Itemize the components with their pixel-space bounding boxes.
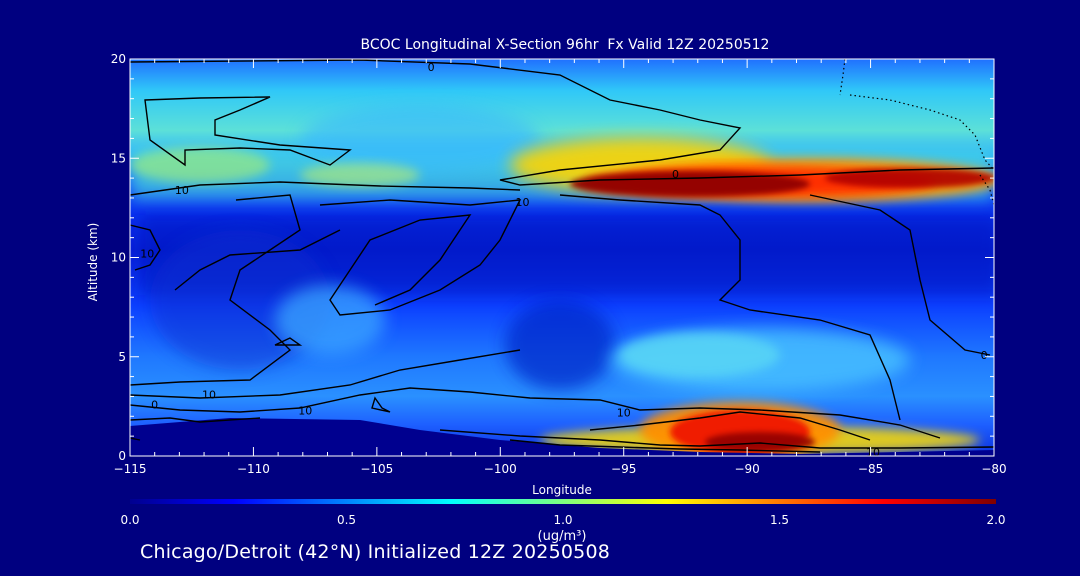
y-axis-label: Altitude (km) <box>86 223 100 302</box>
heatmap-field <box>130 59 994 456</box>
colorbar <box>130 499 996 504</box>
footer-caption: Chicago/Detroit (42°N) Initialized 12Z 2… <box>140 541 611 563</box>
colorbar-ticks: 0.0 0.5 1.0 1.5 2.0 <box>120 513 1005 527</box>
contour-label: 10 <box>298 404 312 417</box>
x-tick-label: −115 <box>114 462 147 476</box>
x-tick-label: −85 <box>858 462 883 476</box>
contour-label: 10 <box>140 248 154 261</box>
y-axis-ticks: 0 5 10 15 20 <box>111 52 994 463</box>
y-tick-label: 20 <box>111 52 126 66</box>
x-tick-label: −100 <box>484 462 517 476</box>
dotted-contours <box>839 59 994 206</box>
x-tick-label: −90 <box>734 462 759 476</box>
contour-label: 0 <box>428 61 435 74</box>
colorbar-tick-label: 0.5 <box>337 513 356 527</box>
colorbar-unit-label: (ug/m³) <box>538 529 587 544</box>
colorbar-tick-label: 1.0 <box>553 513 572 527</box>
x-tick-label: −105 <box>360 462 393 476</box>
y-tick-label: 10 <box>111 251 126 265</box>
x-tick-label: −80 <box>981 462 1006 476</box>
chart-title: BCOC Longitudinal X-Section 96hr Fx Vali… <box>361 37 770 53</box>
y-tick-label: 0 <box>118 449 126 463</box>
contour-label: 10 <box>516 196 530 209</box>
contour-label: 10 <box>202 388 216 401</box>
contour-label: 0 <box>672 168 679 181</box>
y-tick-label: 5 <box>118 350 126 364</box>
x-tick-label: −110 <box>237 462 270 476</box>
contour-label: 10 <box>617 406 631 419</box>
colorbar-tick-label: 0.0 <box>120 513 139 527</box>
x-tick-label: −95 <box>611 462 636 476</box>
y-tick-label: 15 <box>111 151 126 165</box>
contour-label: 0 <box>151 398 158 411</box>
colorbar-tick-label: 2.0 <box>986 513 1005 527</box>
x-axis-label: Longitude <box>532 483 592 497</box>
colorbar-tick-label: 1.5 <box>770 513 789 527</box>
contour-label: 10 <box>866 446 880 459</box>
x-axis-ticks: −115 −110 −105 −100 −95 −90 −85 −80 <box>114 59 1007 476</box>
contour-label: 10 <box>175 184 189 197</box>
contour-lines <box>130 59 994 453</box>
contour-label: 0 <box>981 349 988 362</box>
